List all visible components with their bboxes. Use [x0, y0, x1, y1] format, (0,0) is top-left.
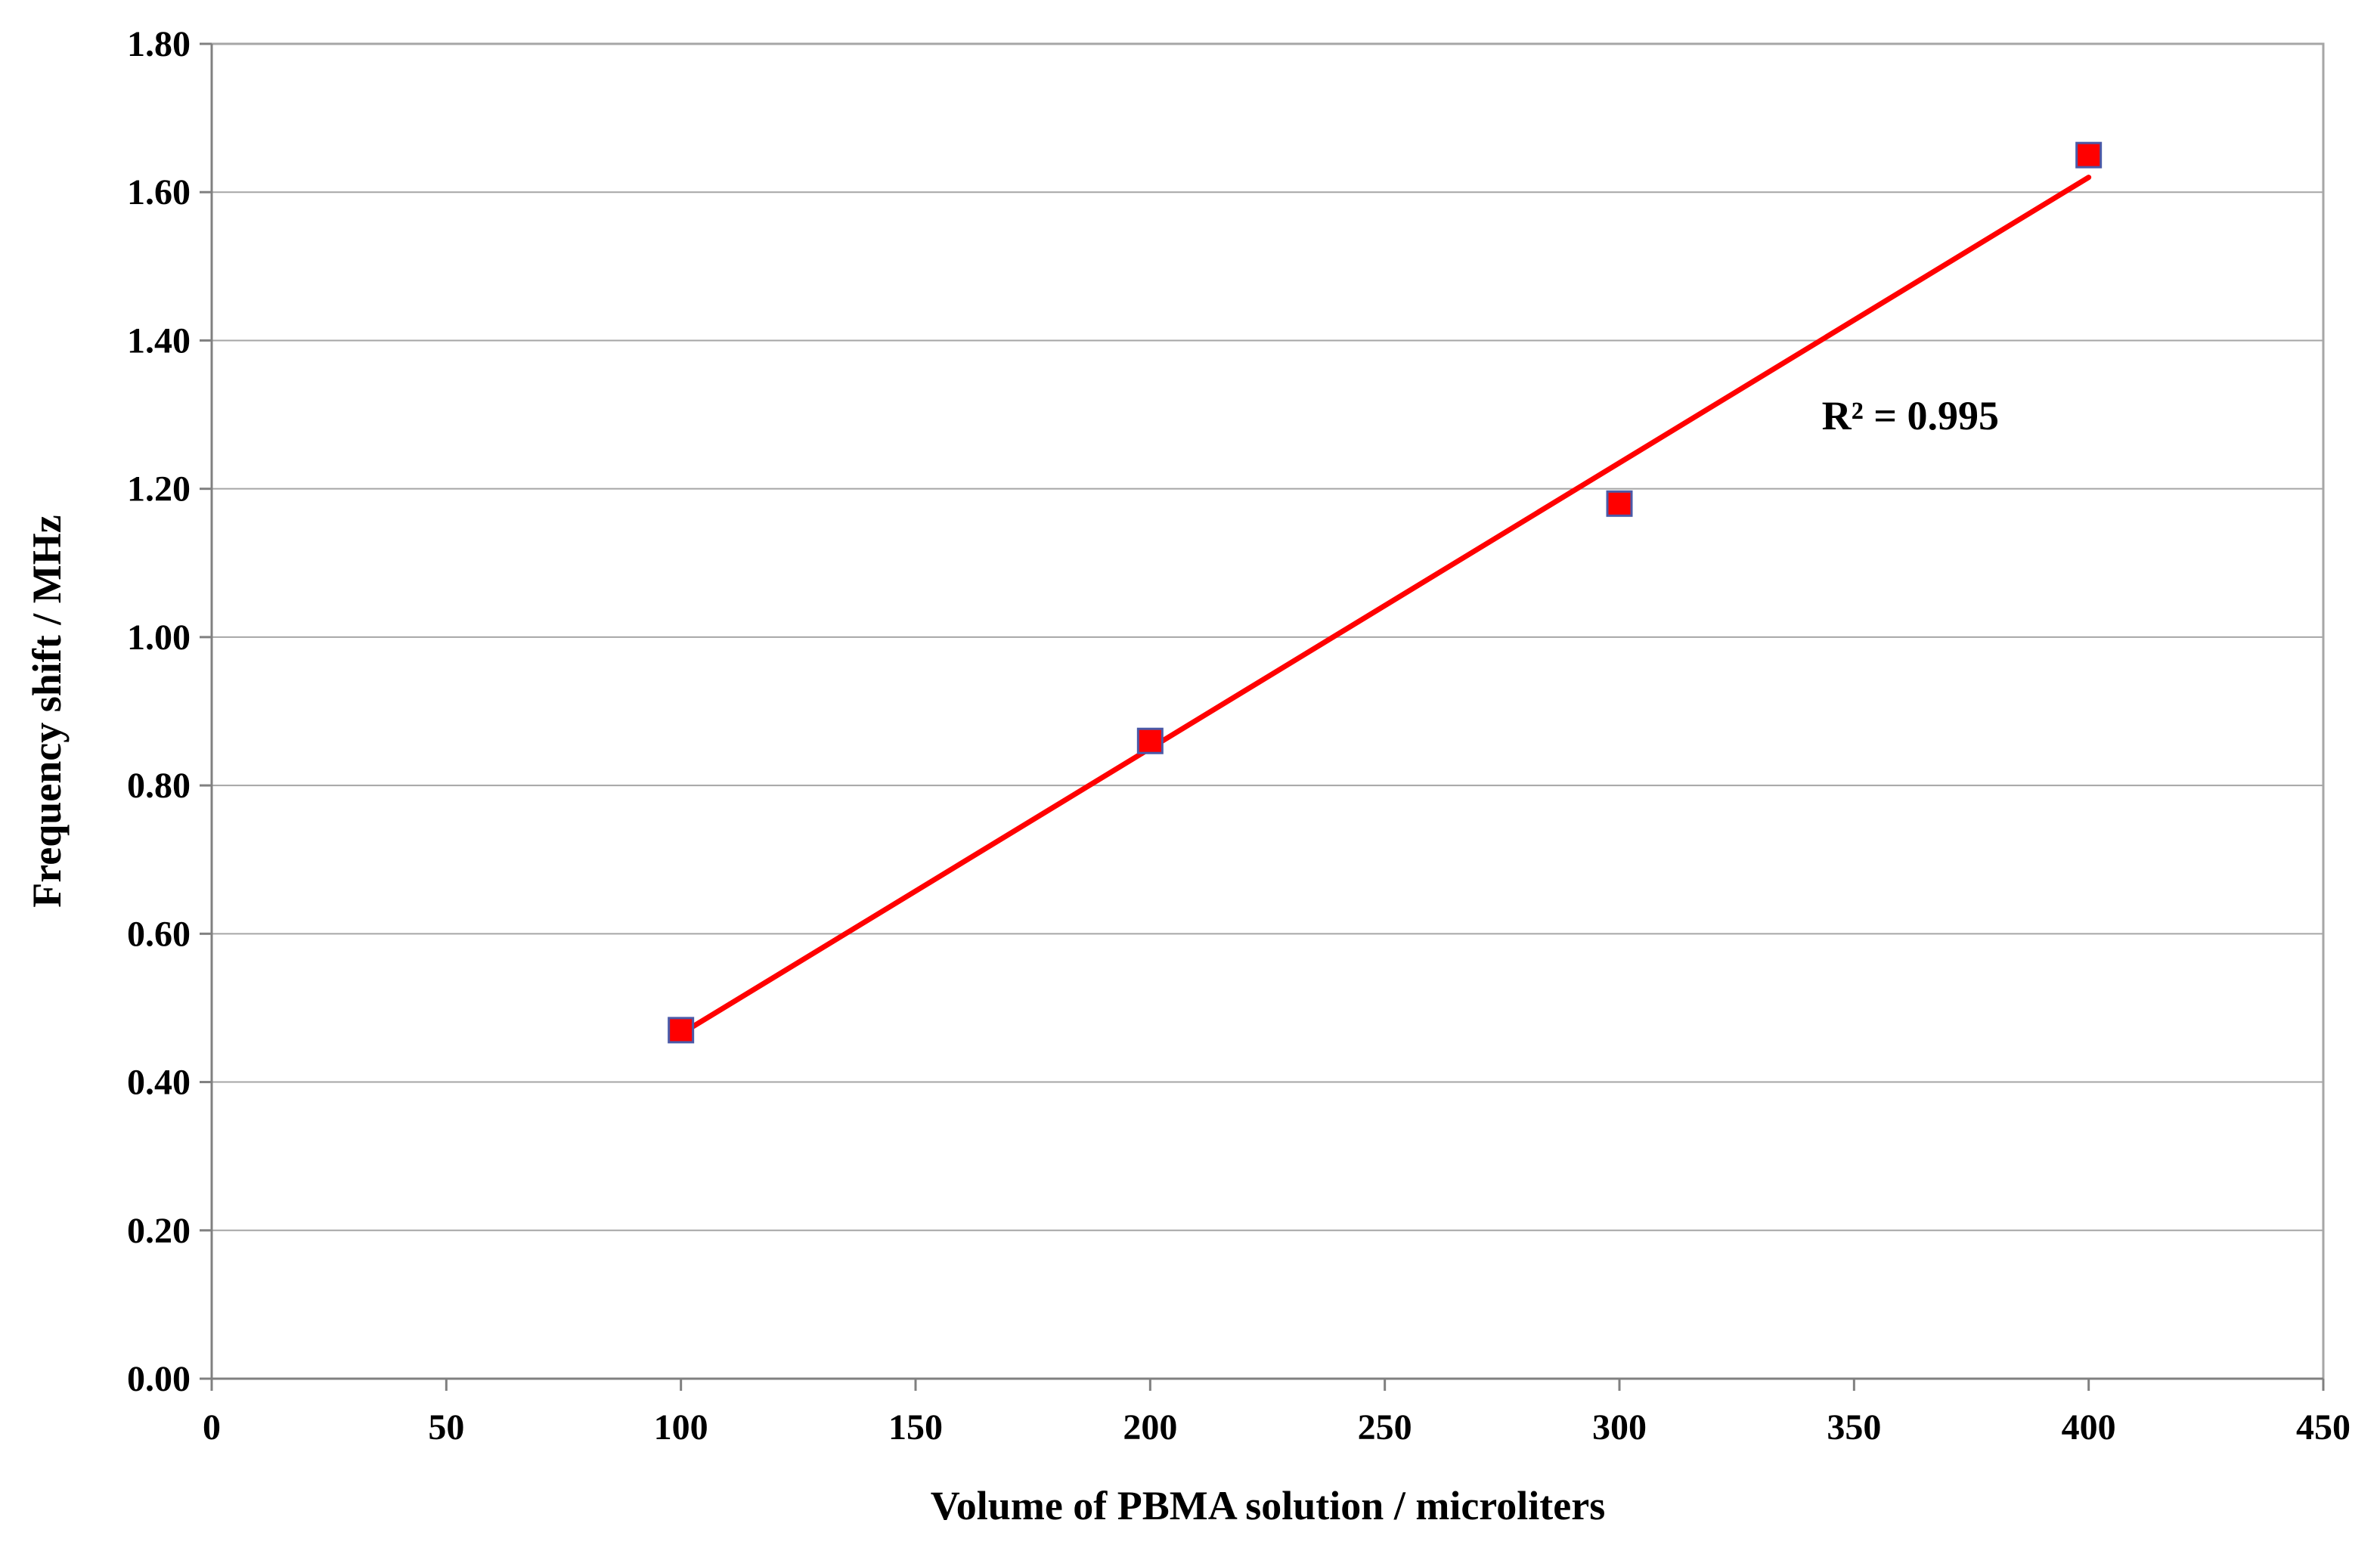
- y-tick-label: 0.20: [127, 1211, 191, 1251]
- y-tick-label: 0.00: [127, 1359, 191, 1399]
- data-point: [2075, 141, 2103, 169]
- y-tick-label: 1.60: [127, 172, 191, 212]
- x-tick-label: 300: [1592, 1407, 1647, 1447]
- plot-area: [210, 42, 2325, 1380]
- data-point: [668, 1017, 695, 1044]
- y-tick-label: 0.60: [127, 914, 191, 954]
- x-tick-label: 400: [2062, 1407, 2116, 1447]
- x-tick-label: 200: [1123, 1407, 1177, 1447]
- y-axis-ticks: 0.00 0.20 0.40 0.60 0.80 1.00 1.20 1.40 1.60 1.80: [127, 24, 212, 1399]
- trendline: [678, 175, 2092, 1037]
- annotations: R² = 0.995: [1822, 393, 1999, 438]
- axes: [210, 44, 2323, 1380]
- gridlines: [212, 43, 2323, 1231]
- y-axis-title: Frequency shift / MHz: [24, 515, 70, 907]
- y-tick-label: 1.40: [127, 320, 191, 361]
- x-tick-label: 100: [654, 1407, 708, 1447]
- y-tick-label: 1.20: [127, 469, 191, 509]
- x-tick-label: 0: [203, 1407, 221, 1447]
- y-tick-label: 1.00: [127, 618, 191, 658]
- data-points: [668, 141, 2103, 1044]
- x-tick-label: 150: [888, 1407, 943, 1447]
- r-squared-annotation: R² = 0.995: [1822, 393, 1999, 438]
- x-tick-label: 350: [1827, 1407, 1881, 1447]
- y-tick-label: 0.40: [127, 1063, 191, 1103]
- x-tick-label: 450: [2296, 1407, 2351, 1447]
- x-tick-label: 50: [428, 1407, 464, 1447]
- x-axis-title: Volume of PBMA solution / microliters: [931, 1483, 1605, 1528]
- y-tick-label: 0.80: [127, 766, 191, 806]
- x-tick-label: 250: [1358, 1407, 1412, 1447]
- data-point: [1606, 490, 1633, 517]
- x-axis-ticks: 0 50 100 150 200 250 300 350 400 450: [203, 1379, 2351, 1447]
- trendline-line: [678, 175, 2092, 1037]
- y-tick-label: 1.80: [127, 24, 191, 64]
- data-point: [1136, 727, 1164, 754]
